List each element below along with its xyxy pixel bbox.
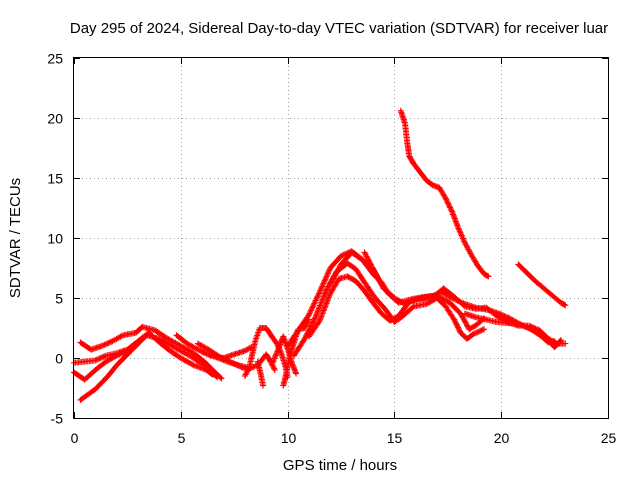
x-tick-label: 20 [494, 430, 510, 446]
y-tick-label: 5 [55, 291, 63, 307]
y-tick-label: 0 [55, 351, 63, 367]
x-axis-title: GPS time / hours [283, 457, 397, 474]
y-tick-label: -5 [51, 411, 64, 427]
sdtvar-chart: Day 295 of 2024, Sidereal Day-to-day VTE… [0, 0, 640, 480]
x-tick-label: 10 [281, 430, 297, 446]
x-tick-label: 5 [178, 430, 186, 446]
y-tick-label: 20 [47, 111, 63, 127]
chart-background [0, 0, 640, 480]
chart-title: Day 295 of 2024, Sidereal Day-to-day VTE… [70, 20, 608, 37]
y-tick-label: 10 [47, 231, 63, 247]
y-tick-label: 25 [47, 51, 63, 67]
x-tick-label: 15 [387, 430, 403, 446]
y-tick-label: 15 [47, 171, 63, 187]
x-tick-label: 25 [601, 430, 617, 446]
y-axis-title: SDTVAR / TECUs [7, 178, 24, 298]
x-tick-label: 0 [71, 430, 79, 446]
